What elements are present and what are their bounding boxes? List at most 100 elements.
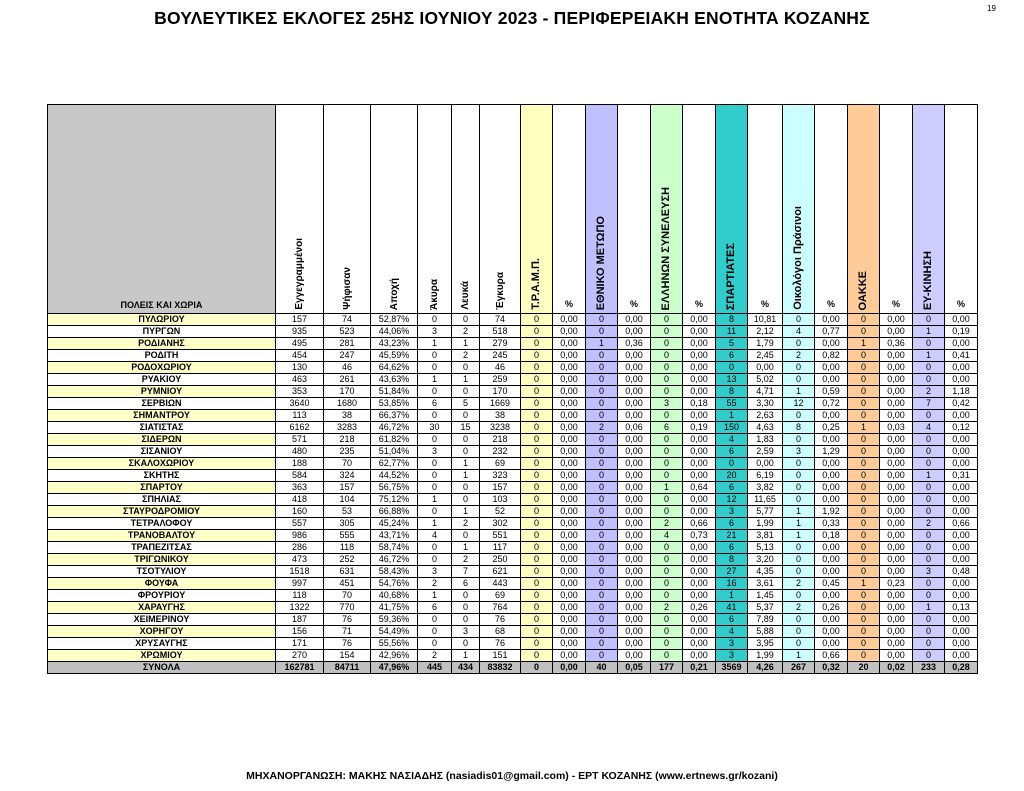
table-cell: 0,00 xyxy=(682,469,716,482)
table-cell: 0 xyxy=(417,553,452,566)
table-cell: 0 xyxy=(451,385,480,398)
table-row: ΣΚΑΛΟΧΩΡΙΟΥ 188 70 62,77% 0 1 69 0 0,00 0 0,00 0 0,0… xyxy=(47,457,978,470)
column-header-spartiates: ΣΠΑΡΤΙΑΤΕΣ xyxy=(715,104,748,314)
table-cell: 3569 xyxy=(715,661,748,674)
table-cell: 5 xyxy=(451,397,480,410)
table-cell: 1 xyxy=(417,517,452,530)
table-cell: 4,63 xyxy=(747,421,783,434)
table-cell: 0,00 xyxy=(879,625,913,638)
table-cell: 0,72 xyxy=(814,397,848,410)
table-cell: 0,00 xyxy=(617,313,651,326)
table-cell: 0,33 xyxy=(814,517,848,530)
table-cell: 0 xyxy=(847,397,880,410)
table-cell: 0,00 xyxy=(552,445,586,458)
table-cell: 6 xyxy=(715,613,748,626)
table-cell: 0 xyxy=(847,541,880,554)
table-cell: 0,00 xyxy=(617,493,651,506)
table-cell: 55,56% xyxy=(370,637,418,650)
table-cell: 0 xyxy=(520,493,553,506)
table-cell: 83832 xyxy=(479,661,521,674)
table-cell: 0 xyxy=(782,373,815,386)
table-cell: 1,18 xyxy=(944,385,978,398)
table-cell: 0,00 xyxy=(682,373,716,386)
table-cell: 0 xyxy=(847,361,880,374)
table-cell: 0 xyxy=(912,457,945,470)
table-row: ΣΚΗΤΗΣ 584 324 44,52% 0 1 323 0 0,00 0 0,00 0 0,00 20… xyxy=(47,469,978,482)
table-cell: 0 xyxy=(417,349,452,362)
town-name: ΣΙΑΤΙΣΤΑΣ xyxy=(47,421,276,434)
table-cell: 0,42 xyxy=(944,397,978,410)
table-cell: 0,00 xyxy=(814,337,848,350)
table-cell: 0 xyxy=(782,625,815,638)
table-cell: 46 xyxy=(323,361,371,374)
table-cell: 54,76% xyxy=(370,577,418,590)
table-cell: 0 xyxy=(782,313,815,326)
table-cell: 0,00 xyxy=(617,325,651,338)
table-cell: 495 xyxy=(275,337,324,350)
table-cell: 0,00 xyxy=(944,577,978,590)
column-header-blank: Λευκά xyxy=(451,104,480,314)
table-cell: 1 xyxy=(650,481,683,494)
table-cell: 2 xyxy=(417,577,452,590)
table-cell: 1 xyxy=(782,385,815,398)
table-cell: 8 xyxy=(782,421,815,434)
table-cell: 0,00 xyxy=(814,373,848,386)
table-cell: 154 xyxy=(323,649,371,662)
table-cell: 0,26 xyxy=(814,601,848,614)
table-cell: 8 xyxy=(715,385,748,398)
table-cell: 621 xyxy=(479,565,521,578)
table-cell: 235 xyxy=(323,445,371,458)
table-cell: 0 xyxy=(417,625,452,638)
table-cell: 0 xyxy=(650,577,683,590)
table-cell: 4 xyxy=(715,625,748,638)
table-cell: 188 xyxy=(275,457,324,470)
table-cell: 0 xyxy=(650,613,683,626)
table-cell: 0,00 xyxy=(617,433,651,446)
table-cell: 51,84% xyxy=(370,385,418,398)
table-cell: 0,00 xyxy=(682,409,716,422)
table-cell: 0 xyxy=(847,649,880,662)
table-cell: 3283 xyxy=(323,421,371,434)
table-cell: 4 xyxy=(417,529,452,542)
table-cell: 0,00 xyxy=(944,553,978,566)
table-cell: 0 xyxy=(451,637,480,650)
table-cell: 0 xyxy=(520,625,553,638)
table-cell: 0,00 xyxy=(552,637,586,650)
table-cell: 6 xyxy=(715,481,748,494)
table-cell: 0 xyxy=(847,589,880,602)
table-cell: 3,61 xyxy=(747,577,783,590)
table-cell: 0,00 xyxy=(682,493,716,506)
table-cell: 41,75% xyxy=(370,601,418,614)
table-cell: 0,00 xyxy=(944,457,978,470)
table-cell: 0,00 xyxy=(617,613,651,626)
table-row: ΦΟΥΦΑ 997 451 54,76% 2 6 443 0 0,00 0 0,00 0 0,00 16 3… xyxy=(47,577,978,590)
table-cell: 0 xyxy=(585,541,618,554)
table-cell: 270 xyxy=(275,649,324,662)
table-cell: 0,66 xyxy=(944,517,978,530)
table-cell: 3,20 xyxy=(747,553,783,566)
table-cell: 557 xyxy=(275,517,324,530)
table-cell: 59,36% xyxy=(370,613,418,626)
column-header-ey-kinisi: ΕΥ-ΚΙΝΗΣΗ xyxy=(912,104,945,314)
table-cell: 3,95 xyxy=(747,637,783,650)
table-cell: 0 xyxy=(520,433,553,446)
column-header-trampe: Τ.Ρ.Α.Μ.Π. xyxy=(520,104,553,314)
table-row: ΤΡΙΓΩΝΙΚΟΥ 473 252 46,72% 0 2 250 0 0,00 0 0,00 0 0,… xyxy=(47,553,978,566)
table-cell: 0,00 xyxy=(747,457,783,470)
table-cell: 0 xyxy=(585,625,618,638)
town-name: ΧΡΥΣΑΥΓΗΣ xyxy=(47,637,276,650)
table-cell: 44,06% xyxy=(370,325,418,338)
table-cell: 0,36 xyxy=(879,337,913,350)
table-cell: 0 xyxy=(650,361,683,374)
table-cell: 2 xyxy=(585,421,618,434)
town-name: ΣΤΑΥΡΟΔΡΟΜΙΟΥ xyxy=(47,505,276,518)
table-row: ΤΕΤΡΑΛΟΦΟΥ 557 305 45,24% 1 2 302 0 0,00 0 0,00 2 0,… xyxy=(47,517,978,530)
table-cell: 518 xyxy=(479,325,521,338)
table-cell: 218 xyxy=(479,433,521,446)
table-cell: 5,77 xyxy=(747,505,783,518)
table-row: ΧΕΙΜΕΡΙΝΟΥ 187 76 59,36% 0 0 76 0 0,00 0 0,00 0 0,00… xyxy=(47,613,978,626)
table-cell: 0 xyxy=(520,421,553,434)
table-cell: 0,00 xyxy=(617,529,651,542)
column-header-pct: % xyxy=(879,104,913,314)
table-cell: 0,66 xyxy=(814,649,848,662)
